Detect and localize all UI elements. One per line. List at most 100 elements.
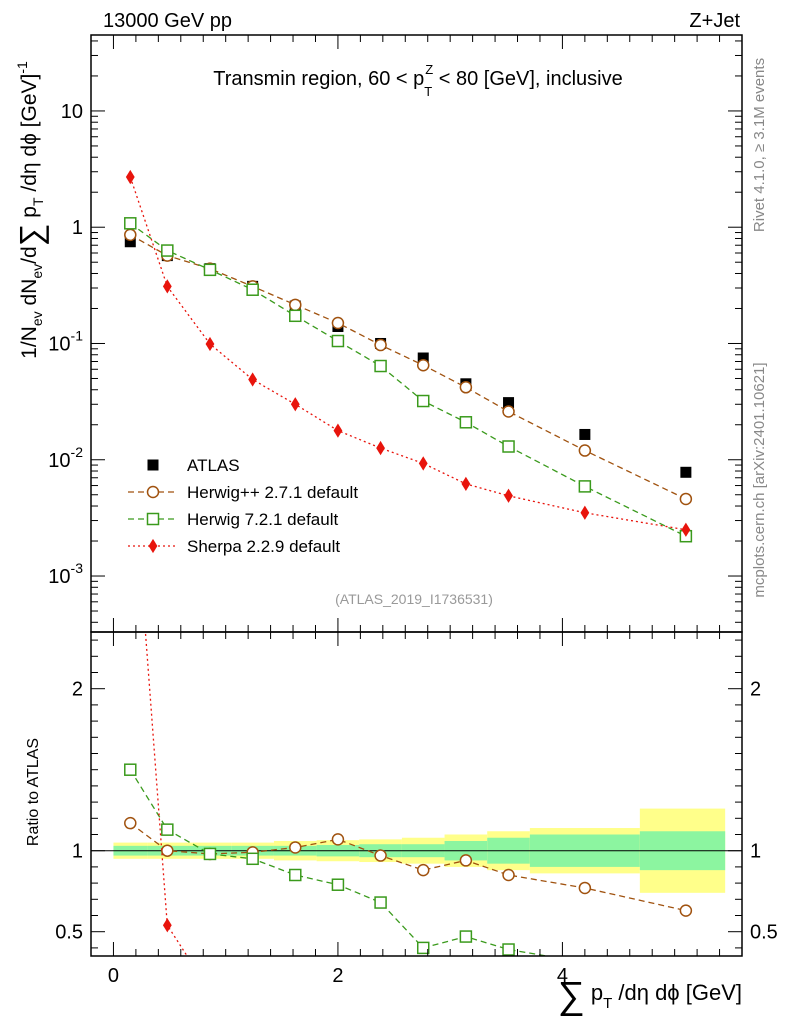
- rivet-version-label: Rivet 4.1.0, ≥ 3.1M events: [751, 58, 768, 232]
- herwig-7-2-1-default-point: [161, 244, 174, 257]
- herwig-7-2-1-default-point: [374, 359, 387, 373]
- legend-label: Herwig 7.2.1 default: [187, 510, 338, 529]
- ratio-ylabel: Ratio to ATLAS: [25, 738, 42, 846]
- ratio-series-sherpa-2-2-9-default: [126, 422, 188, 956]
- main-ylabel-text: 1/Nev dNev/d∑ pT /dη dϕ [GeV]-1: [13, 61, 49, 359]
- herwig-2-7-1-default-ratio-point: [331, 833, 345, 846]
- herwig-7-2-1-default-ratio-point: [289, 868, 302, 882]
- ratio-ytick-label-left: 2: [72, 679, 83, 701]
- sherpa-2-2-9-default-point: [418, 456, 428, 471]
- atlas-point: [124, 236, 136, 248]
- ratio-series-layer: [124, 422, 693, 968]
- herwig-7-2-1-default-point: [578, 480, 592, 493]
- legend-label: ATLAS: [187, 456, 240, 475]
- legend-marker: [148, 538, 158, 554]
- legend-entry-atlas: ATLAS: [147, 456, 240, 475]
- ratio-xtick-label: 4: [557, 965, 568, 987]
- ratio-xtick-label: 0: [108, 965, 119, 987]
- herwig-2-7-1-default-ratio-line: [129, 822, 687, 912]
- ratio-panel: 2 2 1 1 0.5 0.5 0 2 4: [55, 422, 778, 987]
- title-sub-t: T: [424, 84, 432, 99]
- atlas-point: [579, 428, 591, 440]
- herwig-2-7-1-default-ratio-point: [416, 863, 430, 877]
- herwig-7-2-1-default-ratio-point: [416, 941, 430, 955]
- ratio-ytick-label-left: 0.5: [55, 922, 83, 944]
- herwig-2-7-1-default-point: [374, 338, 387, 352]
- main-axis-ticks: 10 1 10-1 10-2 10-3: [48, 35, 742, 632]
- sherpa-2-2-9-default-point: [125, 169, 135, 185]
- ratio-xlabel: ∑ pT /dη dϕ [GeV]: [558, 975, 742, 1017]
- ratio-ytick-label-left: 1: [72, 841, 83, 863]
- main-ylabel: 1/Nev dNev/d∑ pT /dη dϕ [GeV]-1: [13, 61, 49, 359]
- legend-marker: [147, 459, 159, 471]
- sherpa-2-2-9-default-point: [580, 505, 590, 520]
- herwig-2-7-1-default-point: [289, 298, 302, 312]
- herwig-2-7-1-default-ratio-point: [459, 854, 473, 867]
- herwig-2-7-1-default-ratio-point: [124, 816, 137, 830]
- legend-entry-herwig-2-7-1-default: Herwig++ 2.7.1 default: [128, 483, 358, 502]
- mcplots-label: mcplots.cern.ch [arXiv:2401.10621]: [751, 362, 768, 597]
- main-ytick-label: 10-3: [48, 560, 83, 588]
- herwig-2-7-1-default-point: [416, 358, 430, 372]
- title-sup-z: Z: [425, 62, 433, 77]
- energy-label: 13000 GeV pp: [103, 10, 232, 32]
- ratio-xtick-label: 2: [332, 965, 343, 987]
- herwig-7-2-1-default-point: [331, 334, 345, 348]
- sherpa-2-2-9-default-point: [376, 440, 385, 456]
- herwig-7-2-1-default-ratio-point: [459, 930, 473, 943]
- sherpa-2-2-9-default-ratio-point: [162, 918, 172, 933]
- legend: ATLAS Herwig++ 2.7.1 default Herwig 7.2.1 …: [128, 456, 358, 556]
- title-suffix: < 80 [GeV], inclusive: [433, 68, 623, 90]
- main-ytick-label: 10-1: [48, 327, 83, 355]
- herwig-7-2-1-default-ratio-point: [124, 763, 137, 776]
- herwig-2-7-1-default-ratio-point: [578, 881, 592, 895]
- herwig-2-7-1-default-ratio-point: [161, 844, 174, 857]
- herwig-2-7-1-default-point: [679, 492, 693, 506]
- sherpa-2-2-9-default-point: [504, 488, 513, 503]
- ratio-ytick-label-right: 0.5: [750, 922, 778, 944]
- herwig-7-2-1-default-point: [124, 217, 137, 230]
- herwig-2-7-1-default-point: [331, 316, 345, 330]
- herwig-7-2-1-default-point: [203, 263, 217, 277]
- herwig-7-2-1-default-point: [246, 283, 259, 296]
- atlas-point: [417, 352, 429, 364]
- sherpa-2-2-9-default-point: [162, 279, 172, 294]
- herwig-2-7-1-default-point: [124, 228, 137, 242]
- herwig-7-2-1-default-line: [129, 222, 687, 537]
- ratio-series-herwig-7-2-1-default: [124, 763, 590, 968]
- sherpa-2-2-9-default-line: [129, 176, 687, 531]
- herwig-2-7-1-default-ratio-point: [374, 849, 387, 862]
- legend-entry-sherpa-2-2-9-default: Sherpa 2.2.9 default: [128, 537, 340, 556]
- ratio-ytick-label-right: 1: [750, 841, 761, 863]
- main-series-layer: [124, 169, 693, 543]
- atlas-point: [503, 397, 515, 409]
- herwig-7-2-1-default-ratio-point: [246, 852, 259, 866]
- sherpa-2-2-9-default-point: [461, 476, 471, 492]
- herwig-7-2-1-default-ratio-point: [161, 823, 174, 836]
- herwig-7-2-1-default-ratio-point: [579, 957, 590, 968]
- herwig-2-7-1-default-point: [578, 444, 592, 457]
- herwig-2-7-1-default-line: [129, 234, 687, 500]
- herwig-7-2-1-default-ratio-point: [331, 878, 345, 891]
- sherpa-2-2-9-default-point: [248, 372, 258, 387]
- sherpa-2-2-9-default-point: [205, 336, 215, 352]
- sherpa-2-2-9-default-point: [290, 397, 300, 412]
- title-prefix: Transmin region, 60 < p: [213, 68, 424, 90]
- herwig-7-2-1-default-point: [502, 440, 515, 453]
- herwig-2-7-1-default-point: [502, 405, 515, 418]
- ratio-ytick-label-right: 2: [750, 679, 761, 701]
- main-ytick-label: 10-2: [48, 444, 83, 472]
- legend-label: Sherpa 2.2.9 default: [187, 537, 340, 556]
- herwig-7-2-1-default-ratio-point: [502, 943, 515, 956]
- herwig-2-7-1-default-ratio-point: [679, 904, 693, 917]
- sherpa-2-2-9-default-ratio-point: [126, 422, 135, 436]
- sherpa-2-2-9-default-point: [681, 522, 691, 537]
- analysis-label: (ATLAS_2019_I1736531): [335, 591, 493, 607]
- process-label: Z+Jet: [689, 10, 740, 32]
- herwig-7-2-1-default-ratio-point: [374, 896, 387, 909]
- ratio-axis-ticks: 2 2 1 1 0.5 0.5 0 2 4: [55, 632, 778, 987]
- herwig-2-7-1-default-ratio-point: [502, 868, 515, 882]
- main-ytick-label: 10: [61, 101, 83, 123]
- main-panel: 10 1 10-1 10-2 10-3 Transmin region, 60 < pT…: [48, 34, 743, 633]
